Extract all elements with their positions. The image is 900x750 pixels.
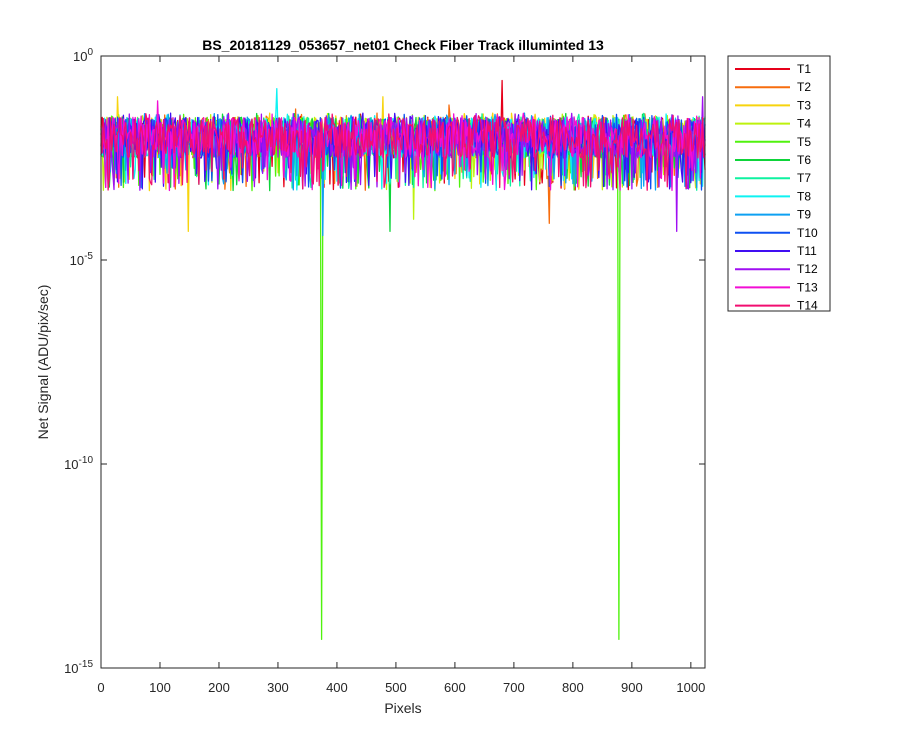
legend-label-t10: T10 — [797, 226, 818, 240]
x-tick-label: 400 — [326, 680, 348, 695]
x-tick-label: 1000 — [676, 680, 705, 695]
y-axis-ticks: 10-15 10-10 10-5 100 — [64, 47, 705, 676]
legend-label-t7: T7 — [797, 171, 811, 185]
legend-label-t1: T1 — [797, 62, 811, 76]
x-tick-label: 500 — [385, 680, 407, 695]
x-tick-label: 900 — [621, 680, 643, 695]
legend-label-t4: T4 — [797, 117, 811, 131]
legend-label-t9: T9 — [797, 208, 811, 222]
x-axis-label: Pixels — [384, 700, 421, 716]
legend[interactable]: T1 T2 T3 T4 T5 T6 T7 T8 T9 T10 T11 T12 T13 T14 — [727, 55, 831, 313]
legend-label-t14: T14 — [797, 299, 818, 313]
legend-label-t12: T12 — [797, 262, 818, 276]
chart-title: BS_20181129_053657_net01 Check Fiber Tra… — [202, 37, 604, 53]
plot-frame — [100, 55, 706, 669]
series-layer — [100, 79, 706, 641]
y-tick-label: 100 — [73, 47, 93, 64]
legend-label-t11: T11 — [797, 244, 817, 258]
x-tick-label: 600 — [444, 680, 466, 695]
series-line-t14 — [100, 112, 706, 191]
legend-label-t3: T3 — [797, 98, 811, 112]
legend-label-t2: T2 — [797, 80, 811, 94]
x-tick-label: 100 — [149, 680, 171, 695]
y-tick-label: 10-5 — [70, 251, 94, 268]
legend-label-t5: T5 — [797, 135, 811, 149]
y-tick-label: 10-15 — [64, 659, 93, 676]
x-tick-label: 200 — [208, 680, 230, 695]
x-tick-label: 300 — [267, 680, 289, 695]
y-tick-label: 10-10 — [64, 455, 93, 472]
x-axis-ticks: 0 100 200 300 400 500 600 700 800 900 1000 — [97, 56, 705, 695]
legend-label-t6: T6 — [797, 153, 811, 167]
y-axis-label: Net Signal (ADU/pix/sec) — [35, 285, 51, 440]
x-tick-label: 700 — [503, 680, 525, 695]
x-tick-label: 0 — [97, 680, 104, 695]
x-tick-label: 800 — [562, 680, 584, 695]
legend-label-t13: T13 — [797, 280, 818, 294]
legend-label-t8: T8 — [797, 189, 811, 203]
